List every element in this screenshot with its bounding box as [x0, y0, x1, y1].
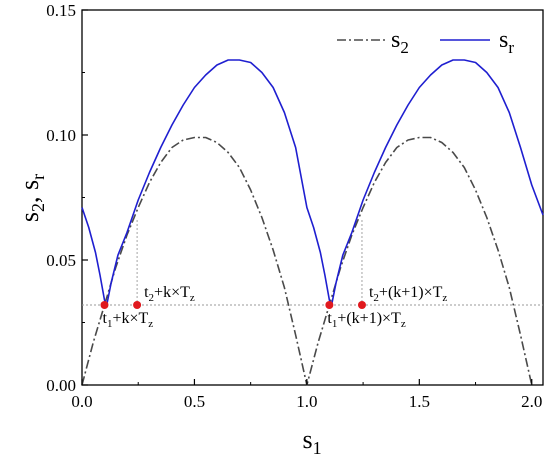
legend-label-sr-sub: r	[508, 38, 514, 57]
y-axis-title-mid: , s	[15, 180, 44, 203]
marker-point-2	[325, 301, 334, 309]
series-line-sr	[81, 59, 544, 306]
reference-lines	[82, 220, 543, 306]
legend-label-sr-base: s	[499, 27, 508, 53]
marker-layer	[100, 301, 366, 309]
marker-point-3	[357, 301, 366, 309]
series-line-s2	[81, 136, 533, 386]
annotation-1: t2+k×Tz	[144, 284, 195, 304]
marker-point-1	[133, 301, 142, 309]
x-axis-title-base: s	[302, 425, 312, 454]
y-axis-title: s2, sr	[15, 174, 48, 222]
y-axis-title-sub2: r	[28, 174, 48, 180]
y-tick-label-0.10: 0.10	[46, 126, 76, 145]
y-tick-label-0.00: 0.00	[46, 376, 76, 395]
x-tick-label-1.5: 1.5	[409, 392, 430, 411]
annotation-3: t2+(k+1)×Tz	[369, 284, 447, 304]
legend-label-sr: sr	[499, 27, 514, 57]
y-axis-title-part1: s	[15, 212, 44, 222]
y-tick-label-0.15: 0.15	[46, 1, 76, 20]
annotation-layer: t1+k×Tz t2+k×Tz t1+(k+1)×Tz t2+(k+1)×Tz	[102, 284, 447, 330]
legend: s2 sr	[337, 27, 514, 57]
x-axis-title-sub: 1	[313, 438, 322, 458]
legend-label-s2-base: s	[391, 27, 400, 53]
legend-label-s2: s2	[391, 27, 409, 57]
series-layer	[81, 59, 544, 386]
x-tick-label-1.0: 1.0	[296, 392, 317, 411]
x-tick-label-2.0: 2.0	[521, 392, 542, 411]
x-tick-label-0.5: 0.5	[184, 392, 205, 411]
y-axis-title-sub1: 2	[28, 203, 48, 212]
y-axis: 0.00 0.05 0.10 0.15	[46, 1, 88, 395]
annotation-2: t1+(k+1)×Tz	[327, 310, 405, 330]
annotation-0: t1+k×Tz	[102, 310, 153, 330]
x-tick-label-0.0: 0.0	[71, 392, 92, 411]
y-tick-label-0.05: 0.05	[46, 251, 76, 270]
x-axis-title: s1	[302, 425, 321, 458]
legend-label-s2-sub: 2	[400, 38, 409, 57]
marker-point-0	[100, 301, 109, 309]
x-axis: 0.0 0.5 1.0 1.5 2.0	[71, 379, 542, 411]
